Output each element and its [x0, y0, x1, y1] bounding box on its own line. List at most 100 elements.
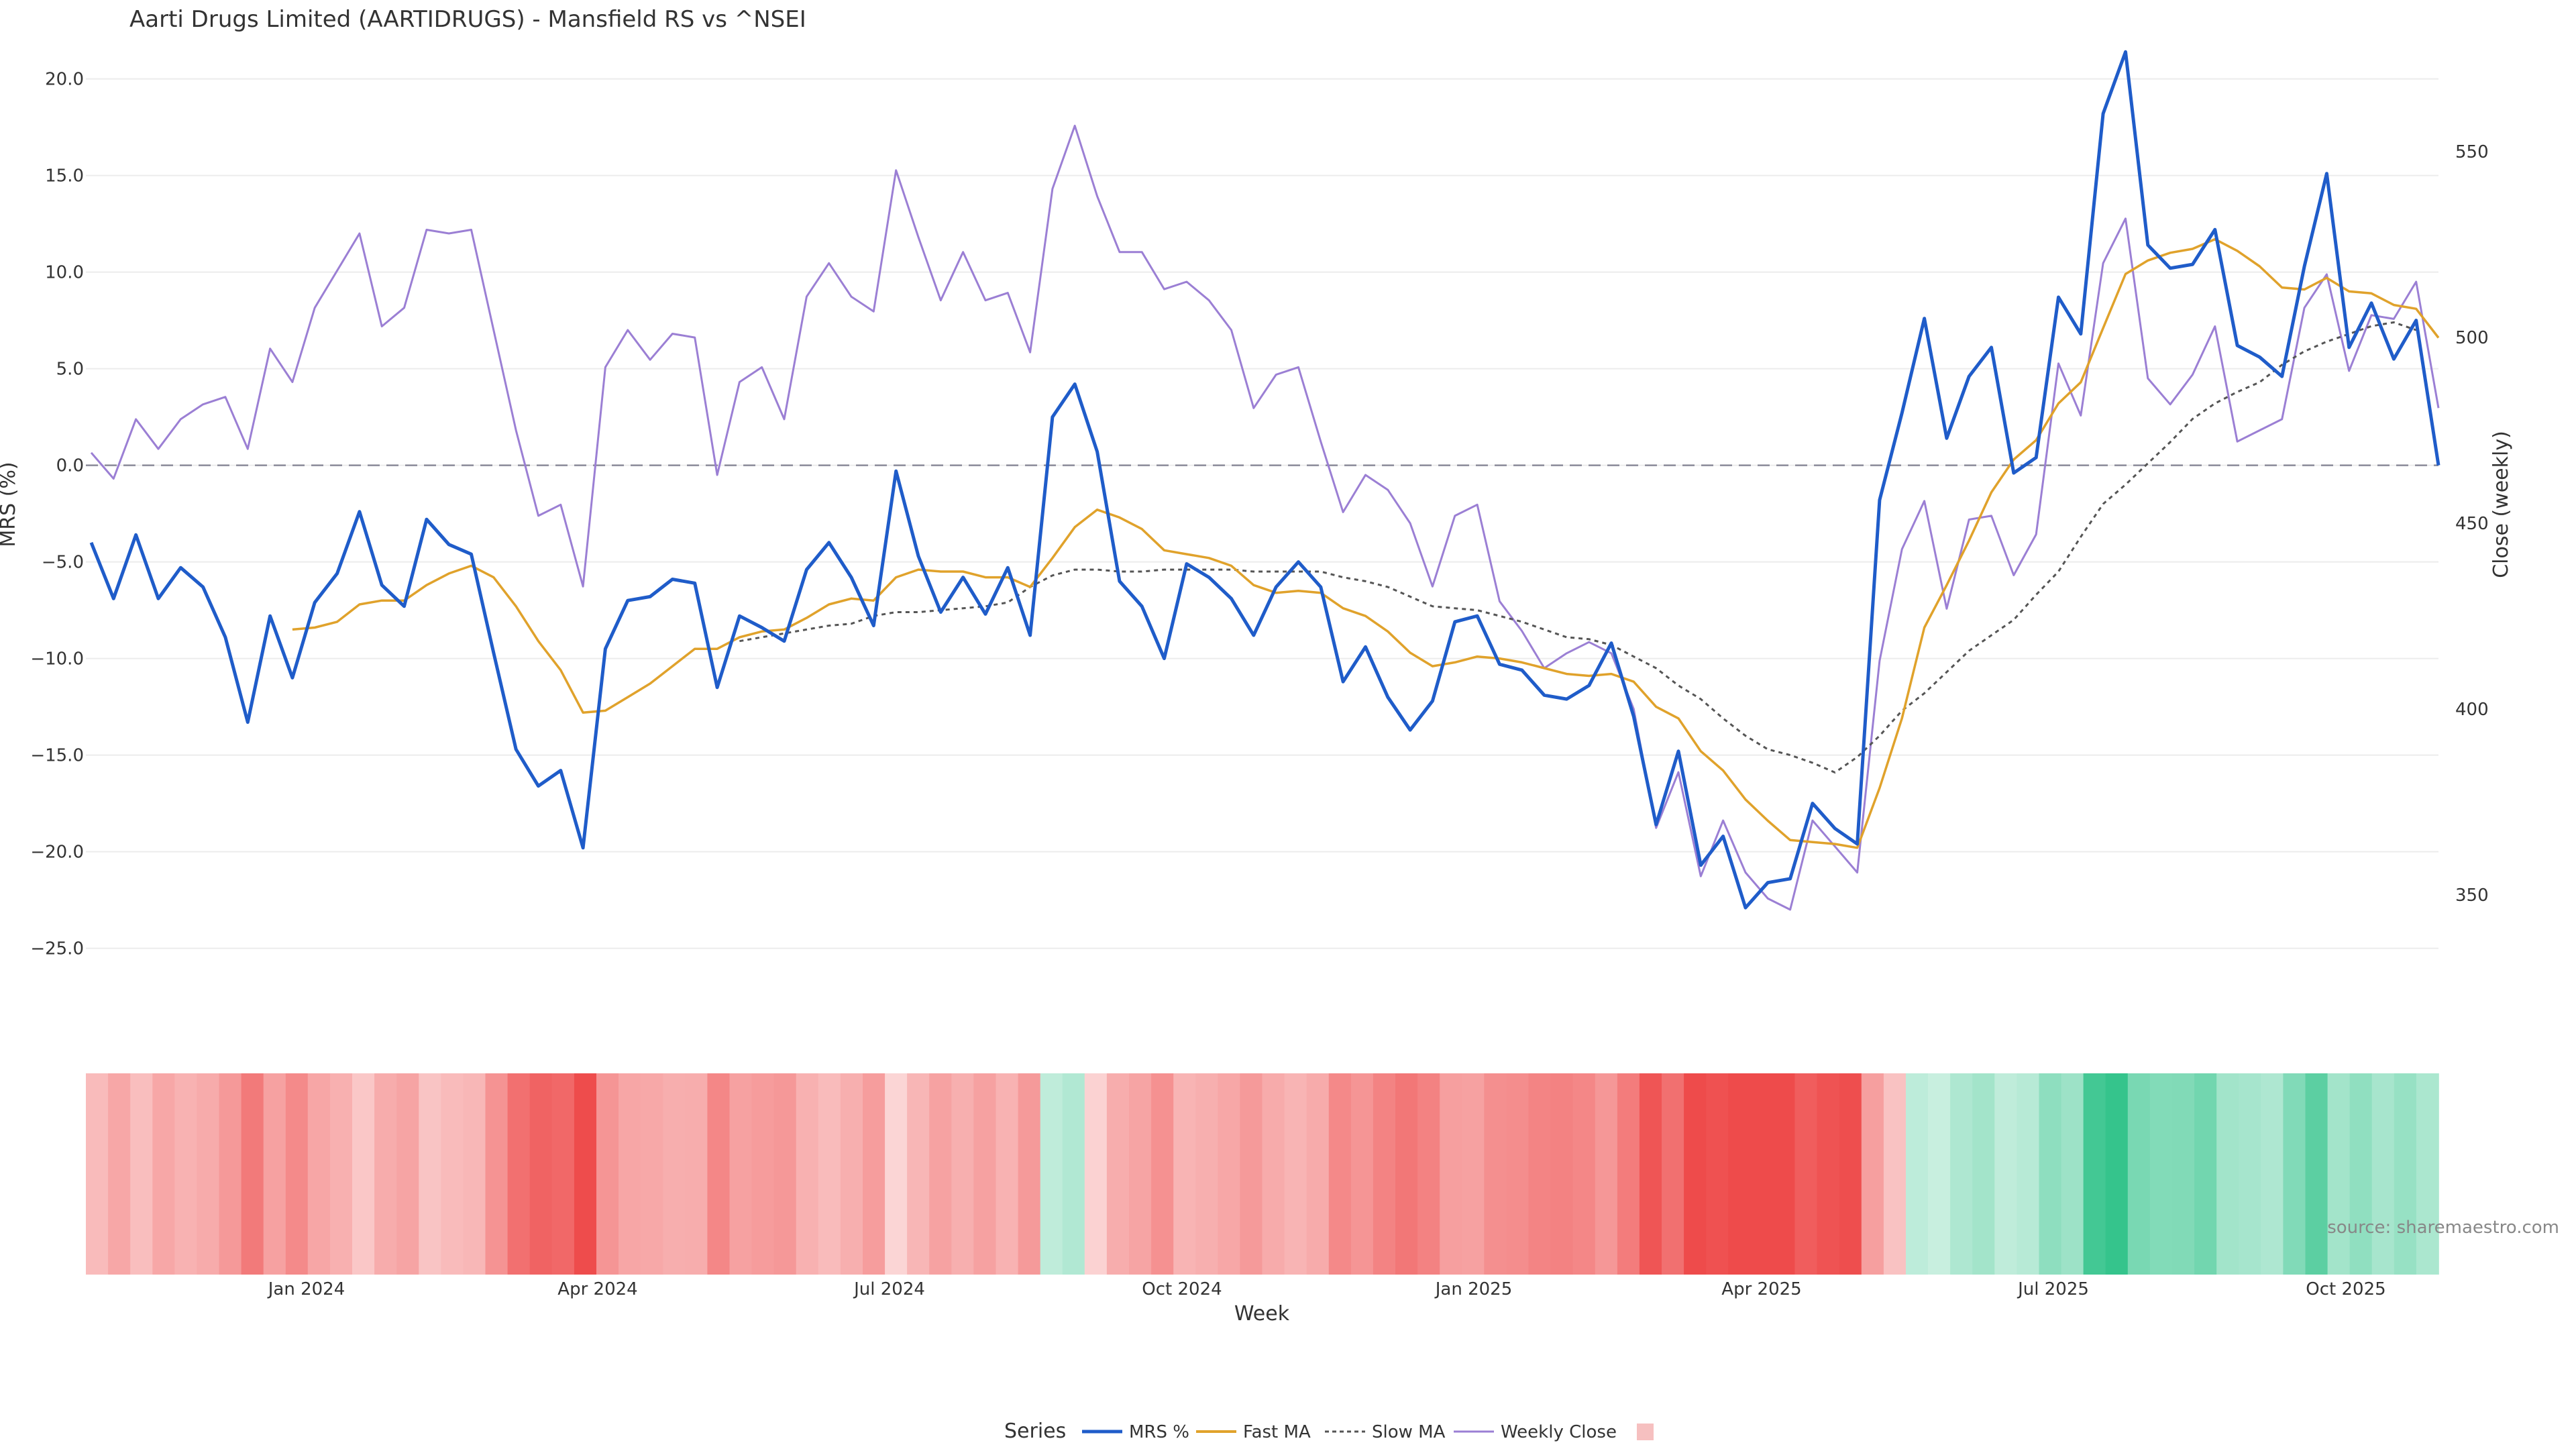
heatmap-cell [130, 1073, 154, 1275]
heatmap-cell [2371, 1073, 2395, 1275]
heatmap-cell [1684, 1073, 1707, 1275]
heatmap-cell [2327, 1073, 2351, 1275]
x-tick-label: Oct 2024 [1142, 1279, 1222, 1299]
heatmap-cell [996, 1073, 1019, 1275]
heatmap-cell [2416, 1073, 2439, 1275]
heatmap-cell [1195, 1073, 1219, 1275]
heatmap-cell [1617, 1073, 1640, 1275]
heatmap-cell [1484, 1073, 1507, 1275]
heatmap-cell [463, 1073, 486, 1275]
heatmap-cell [2394, 1073, 2417, 1275]
heatmap-cell [1972, 1073, 1996, 1275]
heatmap-cell [2149, 1073, 2173, 1275]
heatmap-cell [773, 1073, 797, 1275]
heatmap-cell [329, 1073, 353, 1275]
heatmap-cell [929, 1073, 953, 1275]
heatmap-cell [86, 1073, 109, 1275]
heatmap-cell [796, 1073, 819, 1275]
heatmap-cell [2127, 1073, 2151, 1275]
heatmap-cell [241, 1073, 264, 1275]
heatmap-cell [885, 1073, 908, 1275]
heatmap-cell [507, 1073, 531, 1275]
series-slow-ma-line [739, 321, 2417, 773]
heatmap-cell [818, 1073, 841, 1275]
heatmap-cell [2216, 1073, 2240, 1275]
heatmap-cell [2039, 1073, 2062, 1275]
legend-label-slow: Slow MA [1372, 1422, 1446, 1442]
legend-label-close: Weekly Close [1501, 1422, 1617, 1442]
y-axis-ticks: 20.0 15.0 10.0 5.0 0.0 −5.0 −10.0 −15.0 −20.0 −25… [30, 70, 84, 959]
heatmap-cell [1572, 1073, 1596, 1275]
grid [86, 78, 2438, 949]
heatmap-cell [1595, 1073, 1618, 1275]
heatmap-cell [551, 1073, 575, 1275]
heatmap-cell [1550, 1073, 1574, 1275]
heatmap-cell [951, 1073, 975, 1275]
heatmap-cell [1462, 1073, 1485, 1275]
y-tick-label: −15.0 [30, 746, 84, 766]
y2-axis-label: Close (weekly) [2489, 431, 2513, 578]
x-tick-label: Jan 2024 [267, 1279, 345, 1299]
x-tick-label: Apr 2025 [1721, 1279, 1801, 1299]
heatmap-cell [1883, 1073, 1907, 1275]
x-tick-label: Jan 2025 [1434, 1279, 1513, 1299]
heatmap-cell [596, 1073, 619, 1275]
chart-title: Aarti Drugs Limited (AARTIDRUGS) - Mansf… [129, 6, 806, 33]
heatmap-cell [2261, 1073, 2284, 1275]
heatmap-cell [1950, 1073, 1973, 1275]
x-tick-label: Apr 2024 [557, 1279, 637, 1299]
heatmap-cell [1040, 1073, 1063, 1275]
series-weekly-close-line [90, 124, 2440, 911]
heatmap-cell [840, 1073, 863, 1275]
heatmap-cell [2172, 1073, 2195, 1275]
legend: Series MRS % Fast MA Slow MA Weekly Clos… [1004, 1419, 1654, 1443]
heatmap-cell [663, 1073, 686, 1275]
heatmap-cell [1218, 1073, 1241, 1275]
y-tick-label: 10.0 [45, 263, 84, 283]
heatmap-cell [685, 1073, 708, 1275]
heatmap-cell [2349, 1073, 2373, 1275]
y-tick-label: 20.0 [45, 70, 84, 90]
heatmap-cell [1794, 1073, 1818, 1275]
heatmap-cell [2305, 1073, 2328, 1275]
source-note: source: sharemaestro.com [2327, 1218, 2559, 1238]
heatmap-cell [1084, 1073, 1108, 1275]
heatmap-cell [574, 1073, 597, 1275]
heatmap-cell [219, 1073, 242, 1275]
heatmap-cell [2061, 1073, 2084, 1275]
heatmap-cell [619, 1073, 641, 1275]
heatmap-cell [1240, 1073, 1263, 1275]
heatmap-cell [285, 1073, 309, 1275]
heatmap-cell [1817, 1073, 1840, 1275]
heatmap-cell [1750, 1073, 1774, 1275]
heatmap-cell [2283, 1073, 2306, 1275]
x-tick-label: Jul 2024 [853, 1279, 925, 1299]
heatmap-cell [352, 1073, 375, 1275]
heatmap-cell [2194, 1073, 2217, 1275]
heatmap-cell [1706, 1073, 1729, 1275]
heatmap-cell [1151, 1073, 1174, 1275]
heatmap-cell [1395, 1073, 1418, 1275]
x-tick-label: Oct 2025 [2306, 1279, 2385, 1299]
x-tick-label: Jul 2025 [2017, 1279, 2089, 1299]
heatmap-strip [86, 1073, 2439, 1275]
heatmap-cell [863, 1073, 885, 1275]
heatmap-cell [1306, 1073, 1330, 1275]
series-mrs-line [89, 50, 2440, 910]
y2-tick-label: 400 [2455, 700, 2489, 720]
heatmap-cell [197, 1073, 220, 1275]
heatmap-cell [1662, 1073, 1684, 1275]
heatmap-cell [751, 1073, 775, 1275]
heatmap-cell [1506, 1073, 1529, 1275]
heatmap-cell [396, 1073, 420, 1275]
legend-label-fast: Fast MA [1243, 1422, 1311, 1442]
heatmap-cell [1528, 1073, 1552, 1275]
x-axis-label: Week [1234, 1302, 1290, 1326]
heatmap-cell [441, 1073, 464, 1275]
heatmap-cell [1129, 1073, 1152, 1275]
heatmap-cell [152, 1073, 176, 1275]
heatmap-cell [1906, 1073, 1929, 1275]
heatmap-cell [1328, 1073, 1352, 1275]
heatmap-cell [1284, 1073, 1307, 1275]
y-tick-label: −5.0 [42, 553, 84, 573]
